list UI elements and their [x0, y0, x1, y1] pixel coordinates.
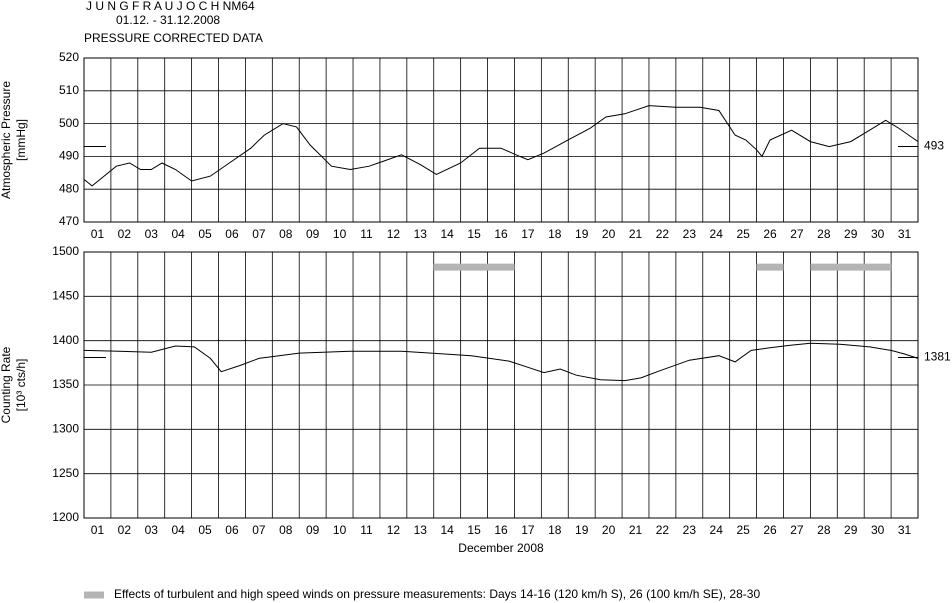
y-tick-label: 510 — [59, 83, 79, 97]
y-tick-label: 470 — [59, 214, 79, 228]
x-tick-label: 22 — [656, 523, 670, 537]
x-tick-label: 27 — [790, 227, 804, 241]
y-tick-label: 1250 — [52, 466, 79, 480]
y-tick-label: 1400 — [52, 333, 79, 347]
data-line — [83, 342, 919, 382]
x-tick-label: 13 — [414, 523, 428, 537]
x-tick-label: 04 — [171, 523, 185, 537]
x-tick-label: 14 — [441, 227, 455, 241]
x-tick-label: 08 — [279, 227, 293, 241]
x-tick-label: 12 — [387, 523, 401, 537]
x-tick-label: 06 — [225, 227, 239, 241]
x-tick-label: 31 — [898, 227, 912, 241]
x-tick-label: 07 — [252, 227, 266, 241]
x-tick-label: 28 — [817, 523, 831, 537]
x-tick-label: 02 — [118, 227, 132, 241]
station-title: J U N G F R A U J O C H NM64 — [86, 0, 255, 13]
x-tick-label: 09 — [306, 523, 320, 537]
y-tick-label: 500 — [59, 116, 79, 130]
y-tick-label: 1200 — [52, 510, 79, 524]
x-tick-label: 18 — [548, 523, 562, 537]
x-tick-label: 15 — [467, 227, 481, 241]
x-tick-label: 06 — [225, 523, 239, 537]
y-axis-label: Atmospheric Pressure — [0, 81, 13, 199]
x-tick-label: 10 — [333, 227, 347, 241]
x-tick-label: 15 — [467, 523, 481, 537]
x-tick-label: 20 — [602, 523, 616, 537]
x-tick-label: 12 — [387, 227, 401, 241]
x-tick-label: 16 — [494, 227, 508, 241]
reference-label: 493 — [924, 139, 944, 153]
x-tick-label: 17 — [521, 227, 535, 241]
x-tick-label: 19 — [575, 523, 589, 537]
x-tick-label: 08 — [279, 523, 293, 537]
plot-frame — [83, 251, 919, 519]
y-tick-label: 1350 — [52, 377, 79, 391]
x-tick-label: 23 — [683, 227, 697, 241]
x-tick-label: 22 — [656, 227, 670, 241]
y-axis-label: [10³ cts/h] — [14, 359, 28, 412]
x-tick-label: 21 — [629, 523, 643, 537]
x-axis-label: December 2008 — [458, 541, 544, 555]
x-tick-label: 11 — [360, 227, 373, 241]
x-tick-label: 24 — [710, 523, 724, 537]
x-tick-label: 29 — [844, 227, 858, 241]
x-tick-label: 23 — [683, 523, 697, 537]
x-tick-label: 13 — [414, 227, 428, 241]
x-tick-label: 11 — [360, 523, 373, 537]
x-tick-label: 30 — [871, 227, 885, 241]
legend-note: Effects of turbulent and high speed wind… — [114, 587, 760, 601]
x-tick-label: 05 — [198, 523, 212, 537]
x-tick-label: 27 — [790, 523, 804, 537]
y-tick-label: 1500 — [52, 244, 79, 258]
y-tick-label: 1300 — [52, 422, 79, 436]
x-tick-label: 02 — [118, 523, 132, 537]
y-tick-label: 1450 — [52, 289, 79, 303]
reference-label: 1381 — [924, 350, 951, 364]
data-line — [83, 105, 919, 187]
x-tick-label: 07 — [252, 523, 266, 537]
x-tick-label: 26 — [763, 227, 777, 241]
x-tick-label: 17 — [521, 523, 535, 537]
subtitle: PRESSURE CORRECTED DATA — [84, 31, 263, 45]
y-axis-label: [mmHg] — [14, 119, 28, 161]
x-tick-label: 14 — [441, 523, 455, 537]
period: 01.12. - 31.12.2008 — [116, 13, 220, 27]
x-tick-label: 09 — [306, 227, 320, 241]
x-tick-label: 30 — [871, 523, 885, 537]
x-tick-label: 01 — [91, 523, 105, 537]
x-tick-label: 05 — [198, 227, 212, 241]
x-tick-label: 25 — [736, 227, 750, 241]
x-tick-label: 21 — [629, 227, 643, 241]
y-tick-label: 490 — [59, 149, 79, 163]
x-tick-label: 20 — [602, 227, 616, 241]
x-tick-label: 01 — [91, 227, 105, 241]
x-tick-label: 18 — [548, 227, 562, 241]
x-tick-label: 25 — [736, 523, 750, 537]
x-tick-label: 24 — [710, 227, 724, 241]
y-axis-label: Counting Rate — [0, 346, 13, 423]
x-tick-label: 29 — [844, 523, 858, 537]
x-tick-label: 03 — [145, 523, 159, 537]
x-tick-label: 26 — [763, 523, 777, 537]
y-tick-label: 480 — [59, 181, 79, 195]
x-tick-label: 19 — [575, 227, 589, 241]
x-tick-label: 16 — [494, 523, 508, 537]
x-tick-label: 04 — [171, 227, 185, 241]
plot-frame — [83, 57, 919, 223]
x-tick-label: 28 — [817, 227, 831, 241]
x-tick-label: 03 — [145, 227, 159, 241]
x-tick-label: 10 — [333, 523, 347, 537]
y-tick-label: 520 — [59, 50, 79, 64]
x-tick-label: 31 — [898, 523, 912, 537]
